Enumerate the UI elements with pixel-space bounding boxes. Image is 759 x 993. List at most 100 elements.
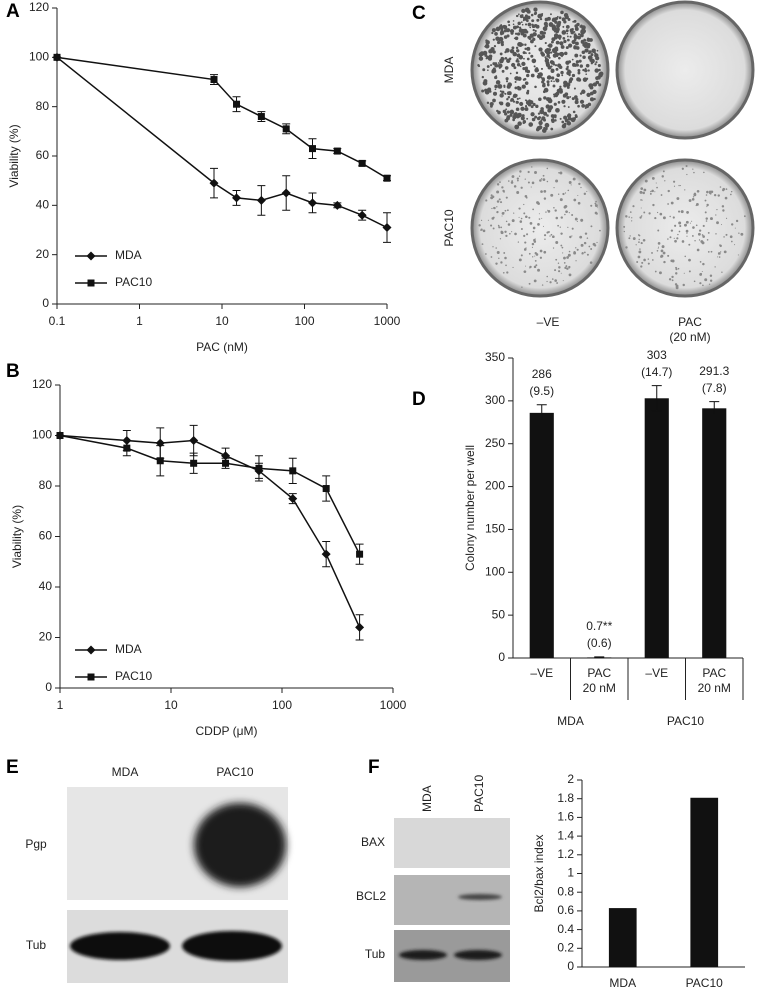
y-tick-label: 1.2 xyxy=(557,847,574,861)
colony xyxy=(485,79,488,82)
blot-bcl2 xyxy=(394,875,510,925)
x-tick-label: MDA xyxy=(609,976,636,990)
bar xyxy=(608,908,637,967)
colony xyxy=(544,17,549,22)
colony xyxy=(495,247,497,249)
colony xyxy=(500,27,504,31)
colony xyxy=(562,192,565,196)
colony xyxy=(662,216,666,220)
colony xyxy=(555,179,559,183)
colony xyxy=(539,17,543,21)
colony xyxy=(519,65,522,68)
colony xyxy=(531,181,535,185)
colony xyxy=(555,78,559,82)
colony xyxy=(547,108,552,113)
colony xyxy=(519,101,524,106)
colony xyxy=(556,73,561,78)
colony xyxy=(558,65,563,70)
colony xyxy=(686,235,688,237)
colony xyxy=(553,80,555,83)
colony xyxy=(701,270,703,272)
legend-label: PAC10 xyxy=(115,275,152,289)
colony xyxy=(507,96,511,99)
colony xyxy=(543,111,548,116)
colony xyxy=(553,187,555,189)
colony xyxy=(574,100,579,105)
colony xyxy=(507,223,511,226)
colony xyxy=(702,224,705,228)
colony xyxy=(730,240,733,243)
colony xyxy=(693,192,697,196)
colony xyxy=(723,250,727,254)
colony xyxy=(498,39,501,42)
colony xyxy=(490,64,493,67)
colony xyxy=(722,209,725,212)
legend-marker xyxy=(86,645,96,655)
colony xyxy=(553,102,557,106)
colony xyxy=(705,194,708,196)
colony xyxy=(648,212,651,215)
colony xyxy=(502,271,505,274)
colony xyxy=(482,229,486,233)
colony xyxy=(489,101,494,107)
lane-label: PAC10 xyxy=(216,765,253,779)
colony xyxy=(526,9,531,14)
colony xyxy=(567,253,571,257)
y-tick-label: 0.8 xyxy=(557,884,574,898)
colony xyxy=(576,248,579,251)
colony xyxy=(538,47,543,52)
colony xyxy=(524,107,529,112)
colony xyxy=(581,25,586,30)
colony xyxy=(517,53,521,56)
colony xyxy=(491,195,495,199)
colony xyxy=(541,80,545,84)
y-tick-label: 0.4 xyxy=(557,922,574,936)
colony xyxy=(706,206,708,208)
colony xyxy=(650,190,652,193)
y-tick-label: 0 xyxy=(45,680,52,694)
colony xyxy=(541,116,546,121)
colony xyxy=(581,50,586,55)
colony xyxy=(542,178,546,182)
colony xyxy=(501,186,504,189)
colony xyxy=(485,199,488,202)
colony xyxy=(587,42,590,46)
colony xyxy=(638,238,640,241)
colony xyxy=(640,215,643,217)
colony xyxy=(544,59,549,63)
colony xyxy=(673,185,676,187)
colony xyxy=(692,196,695,198)
colony xyxy=(637,234,640,236)
marker xyxy=(255,464,263,472)
colony xyxy=(546,114,549,117)
colony xyxy=(575,41,579,46)
colony xyxy=(527,170,530,174)
y-tick-label: 300 xyxy=(485,393,505,407)
colony xyxy=(546,80,550,84)
colony xyxy=(550,114,555,118)
colony xyxy=(584,69,588,73)
colony xyxy=(656,186,658,189)
colony xyxy=(652,203,655,207)
colony xyxy=(523,212,526,215)
colony xyxy=(520,217,523,220)
marker xyxy=(189,436,199,446)
colony xyxy=(706,239,709,241)
colony xyxy=(678,221,682,225)
colony xyxy=(557,262,560,264)
colony xyxy=(507,180,510,182)
colony xyxy=(514,81,517,83)
colony xyxy=(534,259,537,262)
colony xyxy=(518,26,522,29)
colony xyxy=(492,246,494,248)
colony xyxy=(495,262,498,265)
colony xyxy=(523,77,527,81)
colony xyxy=(572,177,576,181)
colony xyxy=(515,107,520,112)
colony xyxy=(573,87,576,90)
blot-label: BAX xyxy=(361,835,385,849)
y-axis-label: Colony number per well xyxy=(463,445,477,571)
colony xyxy=(517,21,521,26)
colony xyxy=(566,96,570,100)
colony xyxy=(590,247,593,250)
